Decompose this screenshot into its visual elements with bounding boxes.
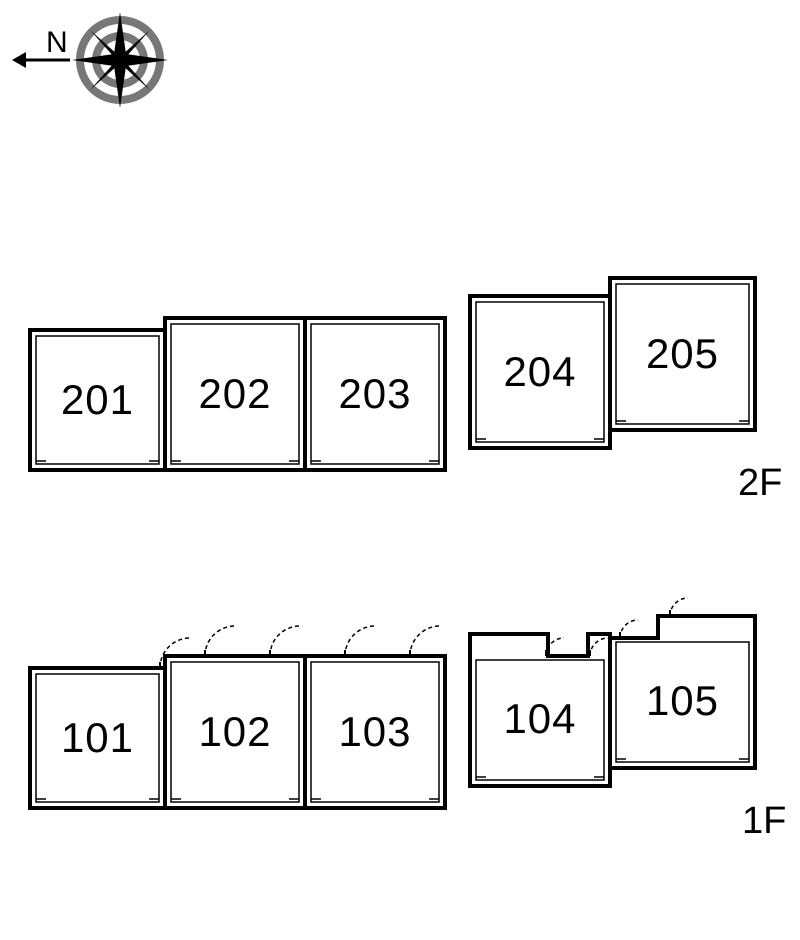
unit-label-204: 204 xyxy=(503,348,576,396)
unit-205: 205 xyxy=(610,278,755,430)
unit-label-101: 101 xyxy=(61,714,134,762)
unit-201: 201 xyxy=(30,330,165,470)
unit-label-103: 103 xyxy=(338,708,411,756)
unit-203: 203 xyxy=(305,318,445,470)
unit-label-104: 104 xyxy=(503,695,576,743)
compass-n-label: N xyxy=(46,26,68,59)
unit-204: 204 xyxy=(470,296,610,448)
floor-label-2F: 2F xyxy=(738,462,782,505)
unit-label-203: 203 xyxy=(338,370,411,418)
compass-svg: N xyxy=(10,10,180,110)
unit-label-102: 102 xyxy=(198,708,271,756)
unit-202: 202 xyxy=(165,318,305,470)
unit-105: 105 xyxy=(610,616,755,768)
floor-label-1F: 1F xyxy=(742,800,786,843)
unit-103: 103 xyxy=(305,656,445,808)
unit-101: 101 xyxy=(30,668,165,808)
unit-label-201: 201 xyxy=(61,376,134,424)
floorplan-canvas: N 201 202 203 204 205 2F 101 102 103 104 105 1F xyxy=(0,0,800,940)
unit-102: 102 xyxy=(165,656,305,808)
unit-104: 104 xyxy=(470,634,610,786)
unit-label-202: 202 xyxy=(198,370,271,418)
unit-label-205: 205 xyxy=(646,330,719,378)
unit-label-105: 105 xyxy=(646,677,719,725)
compass-rose: N xyxy=(10,10,180,110)
